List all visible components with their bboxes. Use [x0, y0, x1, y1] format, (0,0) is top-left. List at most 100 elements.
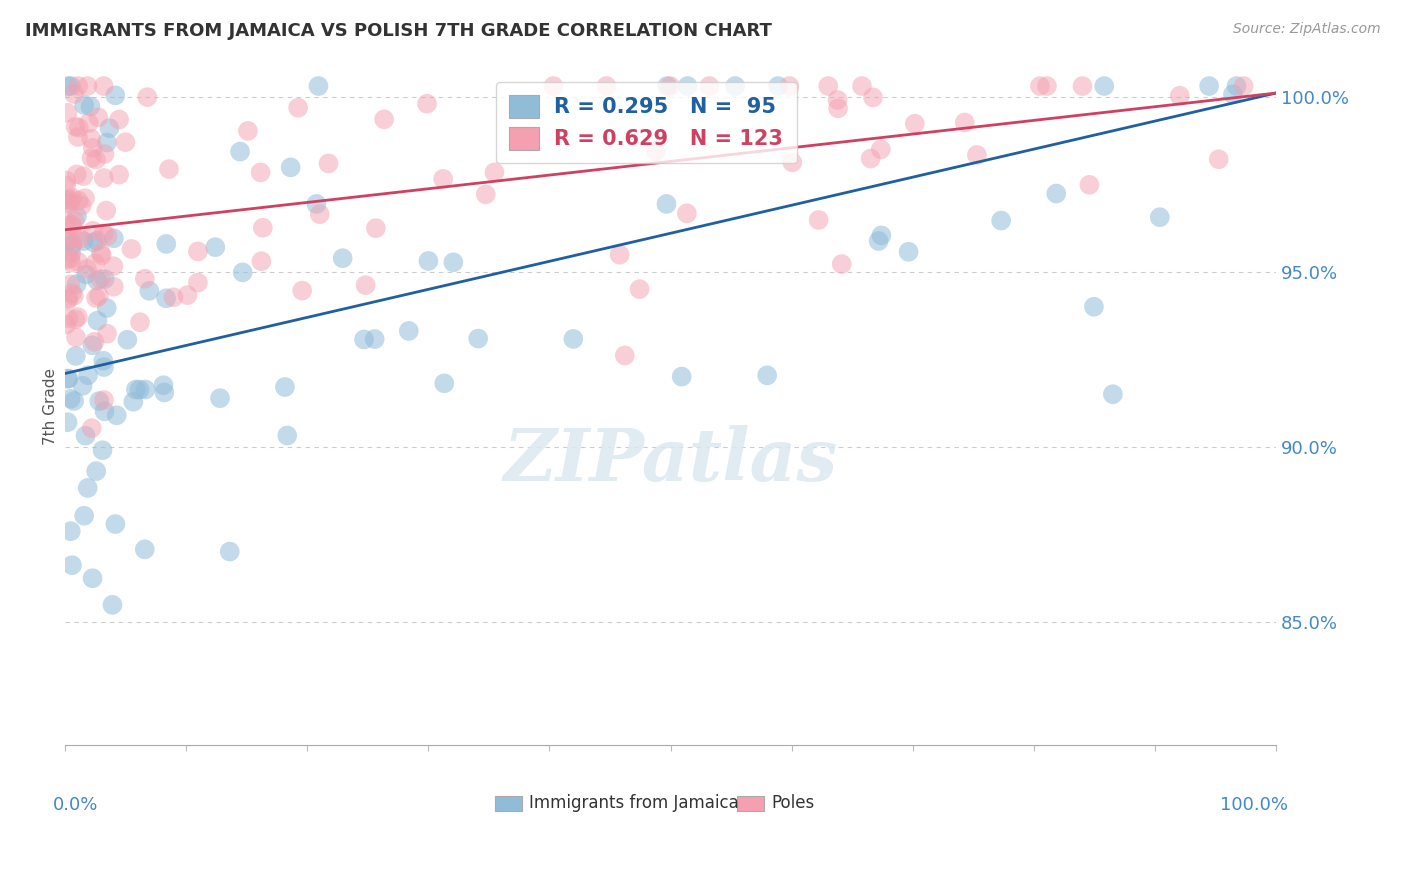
Point — [291, 284, 314, 298]
Point — [114, 135, 136, 149]
Point — [613, 348, 636, 362]
Point — [60, 558, 83, 573]
Point — [1029, 78, 1052, 93]
Point — [56, 235, 79, 249]
Point — [73, 508, 96, 523]
Point — [862, 90, 884, 104]
Point — [990, 213, 1012, 227]
Point — [56, 195, 79, 210]
Point — [75, 268, 97, 282]
Point — [63, 394, 86, 409]
Point — [80, 421, 103, 435]
Point — [869, 142, 891, 156]
Point — [441, 255, 464, 269]
Point — [373, 112, 395, 127]
Point — [56, 372, 79, 386]
Point — [104, 88, 127, 103]
Point — [232, 265, 254, 279]
Point — [84, 291, 107, 305]
Point — [76, 261, 98, 276]
Point — [72, 169, 94, 183]
Point — [89, 394, 111, 409]
Point — [73, 98, 96, 112]
Point — [308, 207, 330, 221]
Legend: R = 0.295   N =  95, R = 0.629   N = 123: R = 0.295 N = 95, R = 0.629 N = 123 — [496, 82, 797, 163]
Point — [59, 78, 82, 93]
Point — [250, 254, 273, 268]
Point — [70, 199, 93, 213]
Point — [152, 378, 174, 392]
Point — [1233, 78, 1256, 93]
Point — [897, 244, 920, 259]
Point — [96, 203, 118, 218]
Point — [63, 87, 86, 101]
Y-axis label: 7th Grade: 7th Grade — [44, 368, 58, 445]
Point — [782, 155, 804, 169]
Point — [134, 383, 156, 397]
Point — [83, 235, 105, 250]
Point — [1071, 78, 1094, 93]
Text: Source: ZipAtlas.com: Source: ZipAtlas.com — [1233, 22, 1381, 37]
Point — [416, 96, 439, 111]
Point — [72, 378, 94, 392]
Point — [76, 78, 98, 93]
Point — [96, 301, 118, 315]
Point — [697, 78, 720, 93]
Point — [59, 277, 82, 292]
Point — [817, 78, 839, 93]
Point — [252, 220, 274, 235]
Point — [86, 273, 108, 287]
Point — [208, 391, 231, 405]
Point — [157, 162, 180, 177]
Point — [93, 360, 115, 375]
Point — [66, 310, 89, 324]
Point — [103, 259, 125, 273]
Point — [67, 120, 90, 135]
Point — [766, 78, 789, 93]
Point — [60, 286, 83, 301]
Point — [56, 293, 79, 307]
Point — [851, 78, 873, 93]
Point — [82, 571, 104, 585]
Point — [58, 311, 80, 326]
Point — [187, 244, 209, 259]
Point — [73, 191, 96, 205]
Point — [76, 481, 98, 495]
Point — [55, 214, 77, 228]
Point — [91, 353, 114, 368]
Point — [628, 282, 651, 296]
FancyBboxPatch shape — [495, 796, 522, 811]
Point — [66, 209, 89, 223]
Point — [82, 141, 104, 155]
Point — [82, 224, 104, 238]
Point — [65, 120, 87, 134]
Point — [484, 165, 506, 179]
Point — [308, 78, 330, 93]
Point — [93, 392, 115, 407]
Point — [63, 230, 86, 244]
Point — [162, 290, 184, 304]
Point — [831, 257, 853, 271]
Point — [84, 256, 107, 270]
Point — [657, 78, 679, 93]
Point — [86, 314, 108, 328]
Point — [236, 124, 259, 138]
Point — [108, 112, 131, 127]
Point — [103, 279, 125, 293]
Point — [108, 168, 131, 182]
Point — [134, 542, 156, 557]
Point — [432, 172, 454, 186]
Point — [363, 332, 385, 346]
Point — [62, 237, 84, 252]
Point — [364, 221, 387, 235]
Point — [724, 78, 747, 93]
Point — [65, 277, 87, 292]
Point — [671, 369, 693, 384]
Point — [93, 272, 115, 286]
Point — [56, 415, 79, 429]
Point — [83, 334, 105, 349]
Text: ZIPatlas: ZIPatlas — [503, 425, 838, 497]
Point — [807, 213, 830, 227]
Point — [953, 115, 976, 129]
Point — [60, 256, 83, 270]
